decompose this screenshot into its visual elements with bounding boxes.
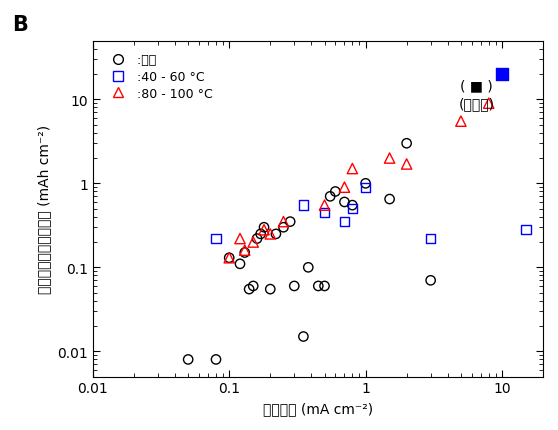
Point bbox=[249, 239, 258, 246]
Point bbox=[361, 184, 370, 191]
Point bbox=[225, 255, 234, 261]
Point bbox=[266, 286, 275, 293]
Point bbox=[256, 231, 265, 238]
Point bbox=[385, 196, 394, 203]
Point bbox=[244, 286, 253, 293]
Point bbox=[211, 356, 220, 363]
Point bbox=[290, 283, 299, 290]
Point bbox=[426, 236, 435, 243]
Point bbox=[279, 219, 288, 226]
Point bbox=[271, 231, 280, 238]
Point bbox=[184, 356, 193, 363]
Point bbox=[348, 206, 357, 212]
Point bbox=[259, 224, 268, 231]
Point bbox=[340, 219, 349, 226]
Point bbox=[402, 141, 411, 147]
Point bbox=[299, 202, 308, 209]
Point bbox=[402, 161, 411, 168]
Point bbox=[331, 189, 340, 196]
Point bbox=[304, 264, 312, 271]
Text: ( ■ ): ( ■ ) bbox=[460, 79, 493, 93]
Point bbox=[266, 231, 275, 238]
Point bbox=[426, 277, 435, 284]
Point bbox=[340, 199, 349, 206]
Point bbox=[348, 202, 357, 209]
Point bbox=[259, 227, 268, 233]
Point bbox=[253, 236, 262, 243]
Point bbox=[456, 118, 465, 125]
Point bbox=[484, 101, 493, 108]
Point bbox=[320, 283, 329, 290]
Point bbox=[385, 155, 394, 162]
Legend:  :室温,  :40 - 60 °C,  :80 - 100 °C: :室温, :40 - 60 °C, :80 - 100 °C bbox=[99, 48, 219, 107]
Point bbox=[211, 236, 220, 243]
Point bbox=[326, 194, 335, 200]
Point bbox=[522, 227, 531, 233]
Point bbox=[240, 249, 249, 256]
Point bbox=[498, 71, 507, 78]
Point bbox=[340, 184, 349, 191]
Point bbox=[320, 202, 329, 209]
Y-axis label: 電極面積あたりの容量 (mAh cm⁻²): 電極面積あたりの容量 (mAh cm⁻²) bbox=[38, 125, 52, 294]
Point bbox=[225, 255, 234, 261]
Point bbox=[299, 333, 308, 340]
Text: B: B bbox=[12, 15, 28, 35]
Point bbox=[235, 261, 244, 267]
Point bbox=[235, 236, 244, 243]
Point bbox=[314, 283, 323, 290]
Point bbox=[279, 224, 288, 231]
X-axis label: 電流密度 (mA cm⁻²): 電流密度 (mA cm⁻²) bbox=[263, 401, 373, 415]
Point bbox=[320, 209, 329, 216]
Point bbox=[240, 247, 249, 254]
Point bbox=[286, 219, 295, 226]
Text: (本研究): (本研究) bbox=[459, 97, 494, 111]
Point bbox=[361, 181, 370, 187]
Point bbox=[348, 166, 357, 172]
Point bbox=[249, 283, 258, 290]
